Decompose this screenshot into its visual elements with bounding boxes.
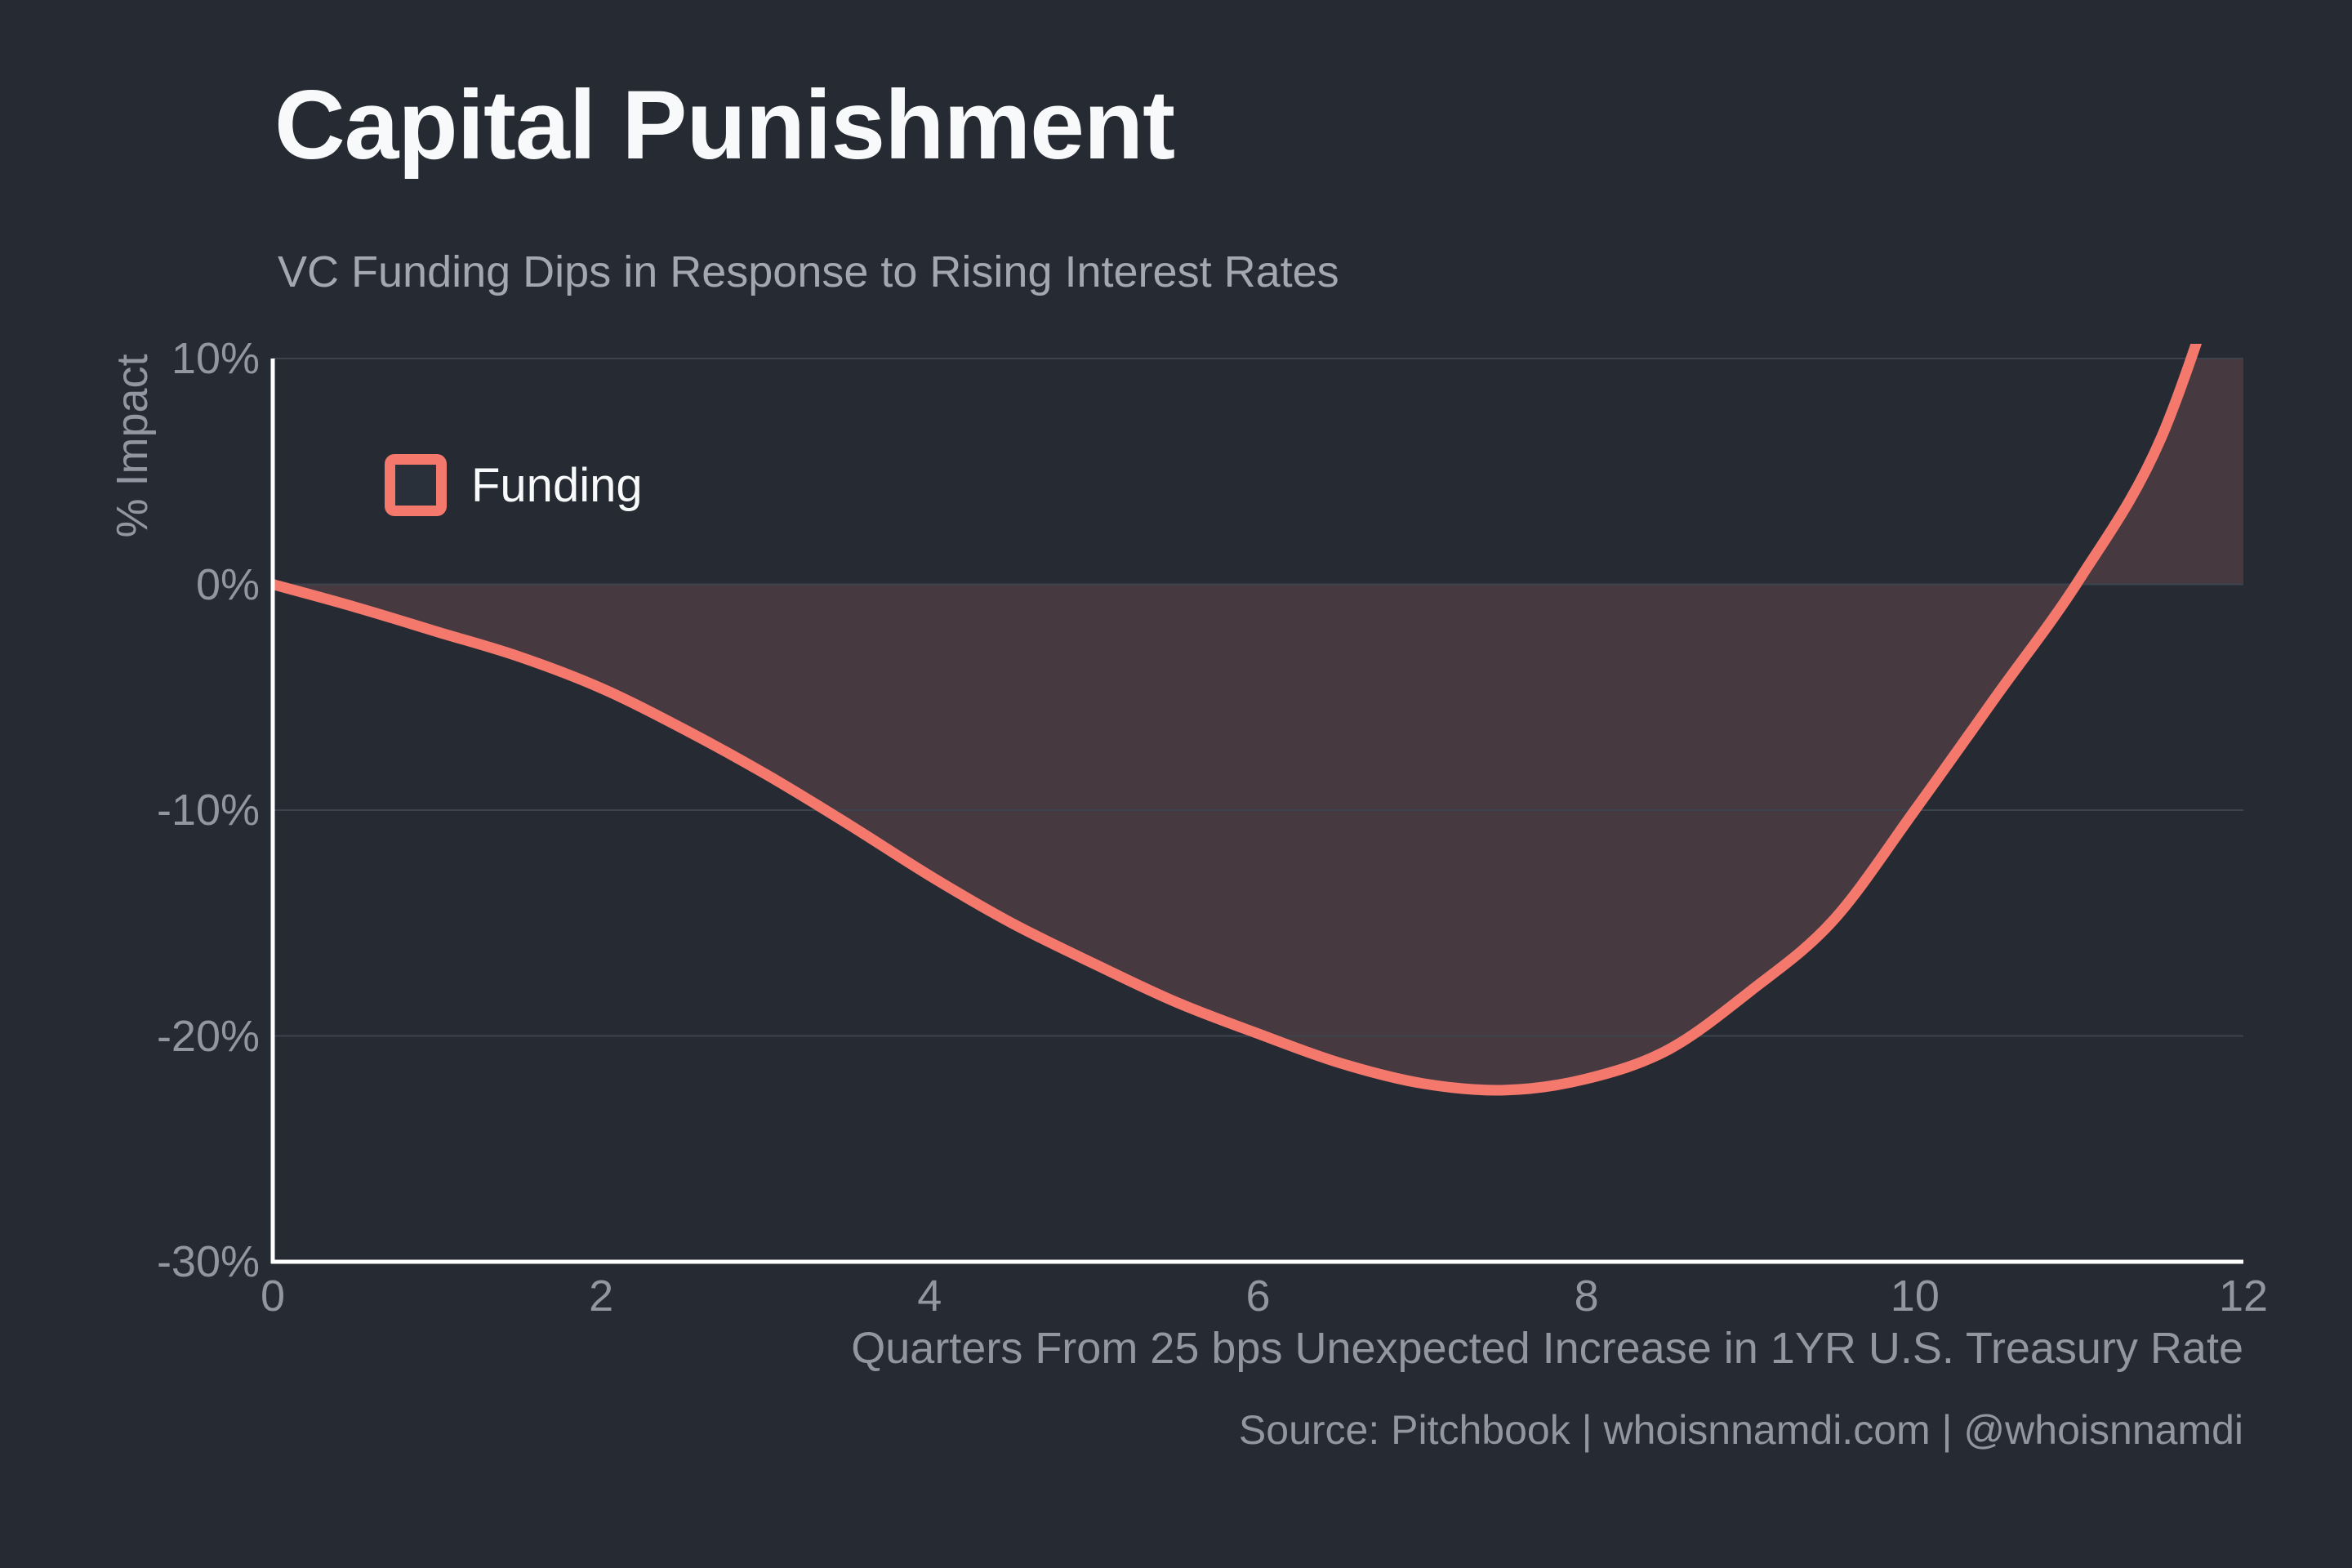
- chart-subtitle: VC Funding Dips in Response to Rising In…: [278, 247, 1339, 296]
- x-tick-label: 0: [260, 1272, 286, 1321]
- y-tick-label: -10%: [156, 786, 260, 835]
- legend-swatch-icon: [385, 454, 447, 516]
- legend-label: Funding: [471, 458, 643, 512]
- x-tick-label: 12: [2218, 1272, 2269, 1321]
- funding-line: [273, 344, 2203, 1096]
- source-credit: Source: Pitchbook | whoisnnamdi.com | @w…: [1238, 1407, 2243, 1453]
- x-tick-label: 4: [917, 1272, 942, 1321]
- x-tick-label: 6: [1245, 1272, 1271, 1321]
- y-tick-label: 10%: [171, 334, 260, 383]
- y-tick-label: -20%: [156, 1011, 260, 1061]
- funding-area: [273, 359, 2243, 1091]
- legend: Funding: [385, 454, 643, 516]
- x-tick-label: 2: [589, 1272, 614, 1321]
- x-axis-title: Quarters From 25 bps Unexpected Increase…: [851, 1324, 2243, 1373]
- x-tick-label: 10: [1890, 1272, 1940, 1321]
- x-tick-label: 8: [1574, 1272, 1599, 1321]
- y-axis-ticks: 10% 0% -10% -20% -30%: [0, 0, 260, 1568]
- y-tick-label: 0%: [195, 559, 260, 609]
- chart-title: Capital Punishment: [274, 70, 1175, 180]
- y-tick-label: -30%: [156, 1237, 260, 1286]
